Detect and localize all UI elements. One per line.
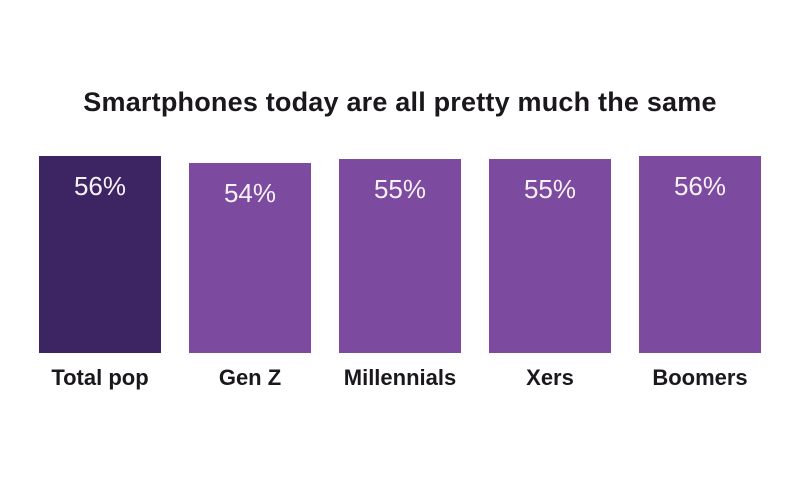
- bar-area: 56%: [639, 0, 761, 353]
- bar-area: 54%: [189, 0, 311, 353]
- bar: 55%: [339, 159, 461, 353]
- bar-area: 55%: [339, 0, 461, 353]
- bar-column: 55% Xers: [489, 0, 611, 391]
- chart-title: Smartphones today are all pretty much th…: [83, 87, 717, 117]
- bar: 55%: [489, 159, 611, 353]
- bar-column: 54% Gen Z: [189, 0, 311, 391]
- bar: 54%: [189, 163, 311, 353]
- bar-column: 56% Total pop: [39, 0, 161, 391]
- bar-category-label: Millennials: [343, 365, 457, 390]
- bar-category-label: Boomers: [652, 365, 748, 390]
- bar-category-label: Total pop: [51, 365, 149, 390]
- bar-column: 55% Millennials: [339, 0, 461, 391]
- bar-chart: 56% Total pop 54% Gen Z 55% Millennials …: [39, 0, 761, 391]
- bar-value-label: 56%: [73, 171, 127, 201]
- bar-value-label: 55%: [373, 174, 427, 204]
- bar: 56%: [639, 156, 761, 353]
- bar: 56%: [39, 156, 161, 353]
- bar-category-label: Xers: [526, 365, 574, 390]
- bar-value-label: 55%: [523, 174, 577, 204]
- bar-value-label: 56%: [673, 171, 727, 201]
- bar-area: 55%: [489, 0, 611, 353]
- bar-value-label: 54%: [223, 178, 277, 208]
- bar-category-label: Gen Z: [218, 365, 282, 390]
- bar-column: 56% Boomers: [639, 0, 761, 391]
- bar-area: 56%: [39, 0, 161, 353]
